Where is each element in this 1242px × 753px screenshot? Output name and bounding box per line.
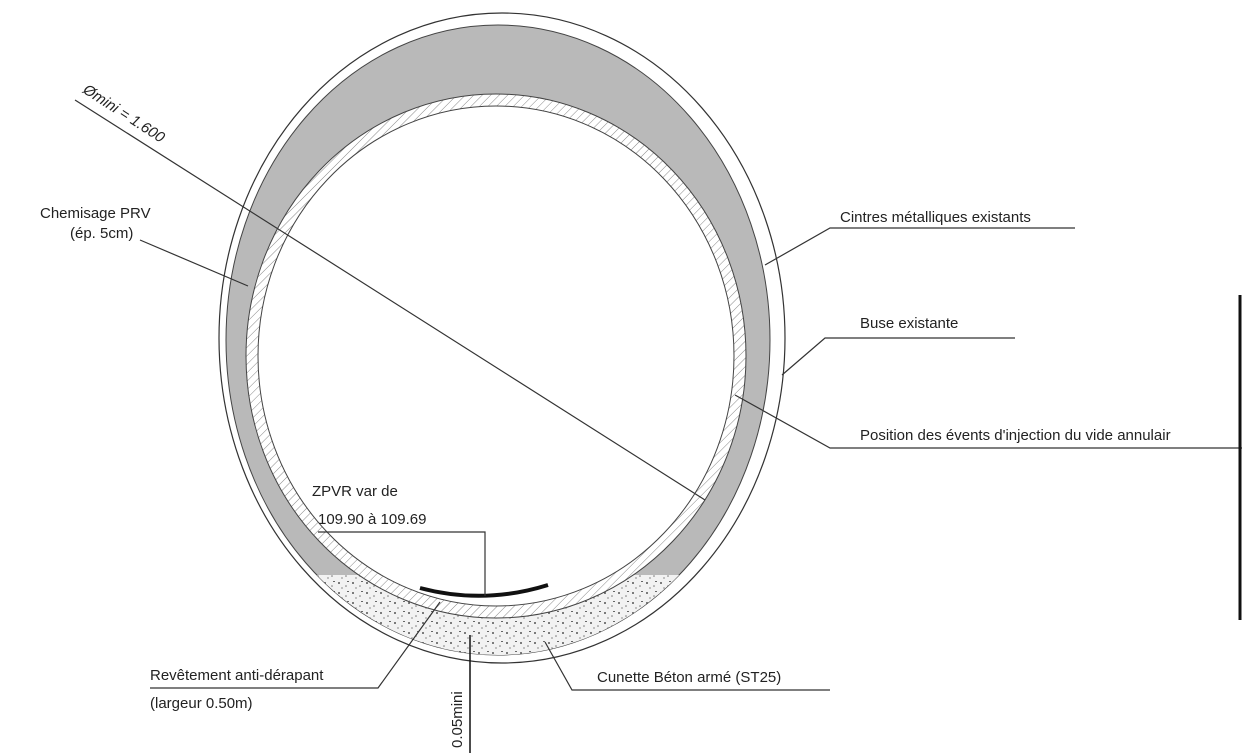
coating-label: (largeur 0.50m) [150,695,253,712]
leader [140,240,248,286]
channel-label: Cunette Béton armé (ST25) [597,669,781,686]
pipe-label: Buse existante [860,315,958,332]
thickness-label: 0.05mini [449,691,466,748]
liner-inner [258,106,734,606]
drawing: Ømini = 1.600 Chemisage PRV (ép. 5cm) Ci… [0,0,1242,753]
coating-label: Revêtement anti-dérapant [150,667,324,684]
leader [765,228,1075,265]
vents-label: Position des évents d'injection du vide … [860,427,1171,444]
liner-label: Chemisage PRV [40,205,151,222]
diameter-label: Ømini = 1.600 [79,81,168,147]
level-label: 109.90 à 109.69 [318,511,426,528]
ribs-label: Cintres métalliques existants [840,209,1031,226]
tunnel-section [219,13,785,663]
level-label: ZPVR var de [312,483,398,500]
leader [782,338,1015,375]
liner-label: (ép. 5cm) [70,225,133,242]
